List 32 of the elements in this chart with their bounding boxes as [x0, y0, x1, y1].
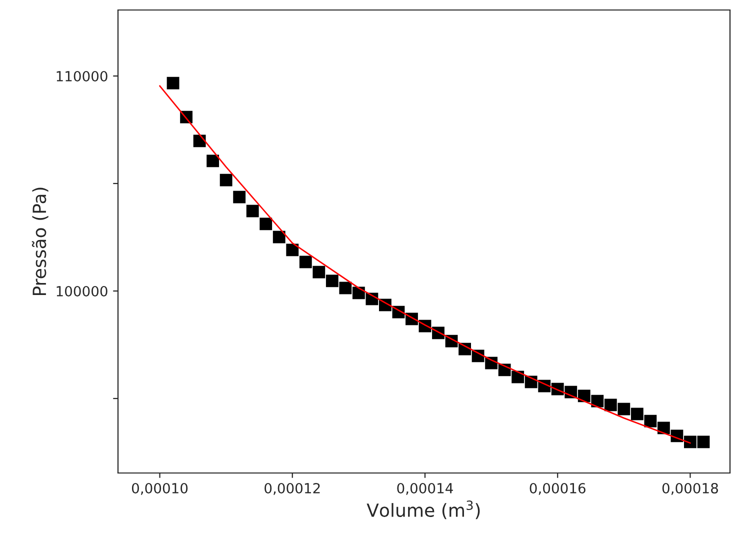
- point: [630, 408, 644, 420]
- point: [246, 204, 259, 218]
- point: [312, 266, 326, 278]
- x-axis-title: Volume (m$^{3}$): [366, 500, 480, 520]
- point: [299, 256, 312, 268]
- point: [272, 230, 286, 244]
- point: [644, 414, 657, 428]
- point: [697, 436, 710, 448]
- point: [220, 174, 232, 186]
- point: [339, 282, 352, 294]
- point: [233, 190, 246, 204]
- point: [604, 398, 617, 412]
- y-tick-label: 100000: [56, 286, 108, 296]
- x-tick-label: 0,00016: [530, 482, 586, 495]
- point: [286, 244, 299, 256]
- point: [618, 402, 630, 416]
- x-tick-label: 0,00012: [264, 482, 320, 495]
- point: [591, 394, 604, 408]
- y-tick-label: 110000: [56, 70, 108, 82]
- point: [193, 134, 206, 148]
- point: [326, 274, 338, 288]
- point: [352, 286, 365, 300]
- point: [166, 76, 180, 90]
- point: [206, 154, 220, 168]
- x-tick-label: 0,00010: [132, 482, 188, 495]
- point: [657, 422, 670, 434]
- x-tick-label: 0,00014: [397, 482, 453, 495]
- x-tick-label: 0,00018: [662, 482, 718, 495]
- point: [578, 390, 590, 402]
- point: [684, 436, 696, 448]
- y-axis-title: Pressão (Pa): [32, 188, 48, 296]
- point: [260, 218, 272, 230]
